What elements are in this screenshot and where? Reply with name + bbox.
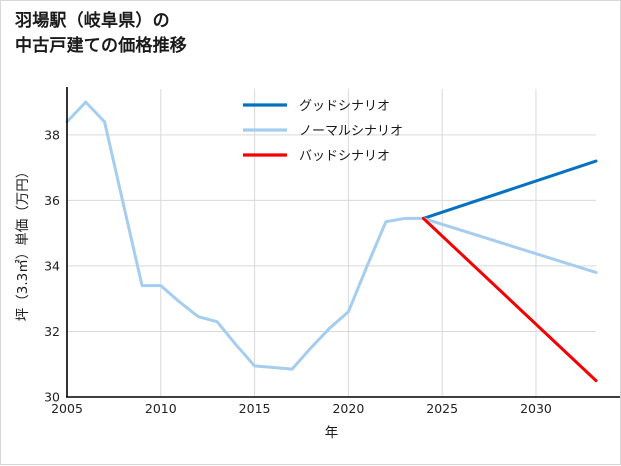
- legend-label-0: グッドシナリオ: [299, 99, 390, 114]
- tick-labels-group: 30 32 34 36 38 2005 2010 2015 2020 2025 2030: [44, 127, 552, 416]
- legend-label-2: バッドシナリオ: [299, 149, 390, 164]
- y-tick-label: 34: [44, 258, 60, 273]
- x-tick-label: 2015: [239, 401, 271, 416]
- y-axis-title: 坪（3.3㎡）単価（万円）: [15, 165, 31, 321]
- x-tick-label: 2025: [426, 401, 458, 416]
- y-tick-label: 32: [44, 324, 60, 339]
- x-axis-title: 年: [325, 425, 339, 441]
- x-tick-label: 2020: [332, 401, 364, 416]
- series-line-0: [421, 159, 598, 220]
- chart-title: 羽場駅（岐阜県）の 中古戸建ての価格推移: [15, 11, 187, 56]
- series-group: [65, 100, 598, 383]
- legend-label-1: ノーマルシナリオ: [299, 124, 403, 139]
- series-line-2: [421, 216, 598, 383]
- series-line-1: [65, 100, 598, 371]
- y-tick-label: 38: [44, 127, 60, 142]
- y-tick-label: 36: [44, 193, 60, 208]
- x-tick-label: 2010: [145, 401, 177, 416]
- gridlines-group: [66, 89, 596, 398]
- x-tick-label: 2005: [51, 401, 83, 416]
- axes-group: [66, 87, 620, 398]
- axis-titles-group: 年 坪（3.3㎡）単価（万円）: [15, 165, 338, 441]
- y-tick-label: 30: [44, 390, 60, 405]
- x-tick-label: 2030: [520, 401, 552, 416]
